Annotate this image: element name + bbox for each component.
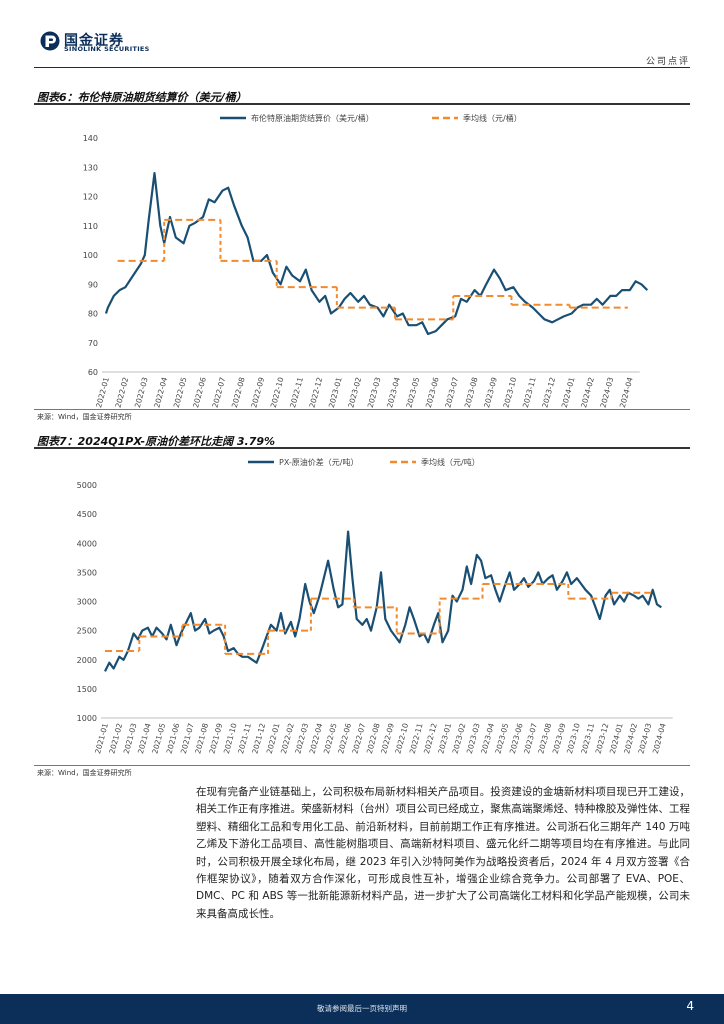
legend-label-main: PX-原油价差（元/吨）: [279, 457, 359, 467]
x-tick-label: 2022-09: [249, 376, 266, 408]
y-tick-label: 100: [83, 251, 98, 260]
figure-7-bottom-rule: [34, 765, 690, 766]
x-tick-label: 2023-01: [327, 376, 344, 408]
x-tick-label: 2023-07: [443, 376, 460, 408]
legend-label-main: 布伦特原油期货结算价（美元/桶）: [251, 113, 374, 123]
legend-label-average: 季均线（元/吨）: [421, 457, 480, 467]
y-tick-label: 1500: [77, 685, 97, 694]
y-tick-label: 90: [88, 280, 98, 289]
x-tick-label: 2024-02: [579, 376, 596, 408]
legend-label-average: 季均线（元/桶）: [463, 113, 522, 123]
x-tick-label: 2022-11: [288, 376, 305, 408]
x-tick-label: 2023-02: [346, 376, 363, 408]
document-type-label: 公司点评: [645, 57, 690, 67]
y-tick-label: 3000: [77, 598, 97, 607]
y-tick-label: 3500: [77, 568, 97, 577]
x-tick-label: 2023-12: [540, 376, 557, 408]
sinolink-logo-icon: [40, 31, 60, 51]
y-tick-label: 4000: [77, 539, 97, 548]
y-tick-label: 2500: [77, 627, 97, 636]
x-tick-label: 2023-03: [366, 376, 383, 408]
x-tick-label: 2023-08: [463, 376, 480, 408]
y-tick-label: 4500: [77, 510, 97, 519]
series-line-main: [104, 171, 649, 336]
y-tick-label: 70: [88, 339, 98, 348]
figure-7-title: 图表7：2024Q1PX-原油价差环比走阔 3.79%: [37, 435, 276, 448]
footer-bar: [0, 994, 724, 1024]
px-crude-spread-chart: 1000150020002500300035004000450050002021…: [77, 457, 673, 755]
x-tick-label: 2022-02: [114, 376, 131, 408]
body-paragraph: 在现有完备产业链基础上，公司积极布局新材料相关产品项目。投资建设的金塘新材料项目…: [196, 786, 690, 920]
x-tick-label: 2022-06: [191, 376, 208, 408]
x-tick-label: 2024-03: [599, 376, 616, 408]
y-tick-label: 2000: [77, 656, 97, 665]
x-tick-label: 2022-04: [152, 376, 169, 408]
y-tick-label: 80: [88, 310, 98, 319]
y-tick-label: 120: [83, 193, 98, 202]
x-tick-label: 2022-07: [211, 376, 228, 408]
series-line-main: [104, 530, 662, 672]
x-tick-label: 2022-05: [172, 376, 189, 408]
x-tick-label: 2023-06: [424, 376, 441, 408]
x-tick-label: 2023-05: [405, 376, 422, 408]
figure-6-bottom-rule: [34, 409, 690, 410]
y-tick-label: 1000: [77, 714, 97, 723]
y-tick-label: 110: [83, 222, 98, 231]
logo-chinese-name: 国金证券: [64, 33, 124, 49]
x-tick-label: 2022-12: [308, 376, 325, 408]
y-tick-label: 60: [88, 368, 98, 377]
x-tick-label: 2024-04: [651, 722, 668, 755]
figure-6-source: 来源：Wind，国金证券研究所: [37, 413, 132, 421]
header-divider: [34, 67, 690, 68]
y-tick-label: 140: [83, 134, 98, 143]
x-tick-label: 2023-11: [521, 376, 538, 408]
figure-6-top-rule: [34, 103, 690, 105]
figure-7-top-rule: [34, 447, 690, 449]
x-tick-label: 2024-01: [560, 376, 577, 408]
x-tick-label: 2024-04: [618, 376, 635, 408]
x-tick-label: 2022-10: [269, 376, 286, 408]
page-number: 4: [686, 999, 694, 1013]
x-tick-label: 2023-04: [385, 376, 402, 408]
figure-7-source: 来源：Wind，国金证券研究所: [37, 769, 132, 777]
x-tick-label: 2023-10: [502, 376, 519, 408]
x-tick-label: 2022-08: [230, 376, 247, 408]
y-tick-label: 130: [83, 163, 98, 172]
x-tick-label: 2022-01: [94, 376, 111, 408]
y-tick-label: 5000: [77, 481, 97, 490]
x-tick-label: 2022-03: [133, 376, 150, 408]
footer-disclaimer-link[interactable]: 敬请参阅最后一页特别声明: [317, 1004, 407, 1013]
figure-6-title: 图表6：布伦特原油期货结算价（美元/桶）: [37, 91, 247, 104]
x-tick-label: 2023-09: [482, 376, 499, 408]
logo-english-name: SINOLINK SECURITIES: [64, 45, 150, 53]
